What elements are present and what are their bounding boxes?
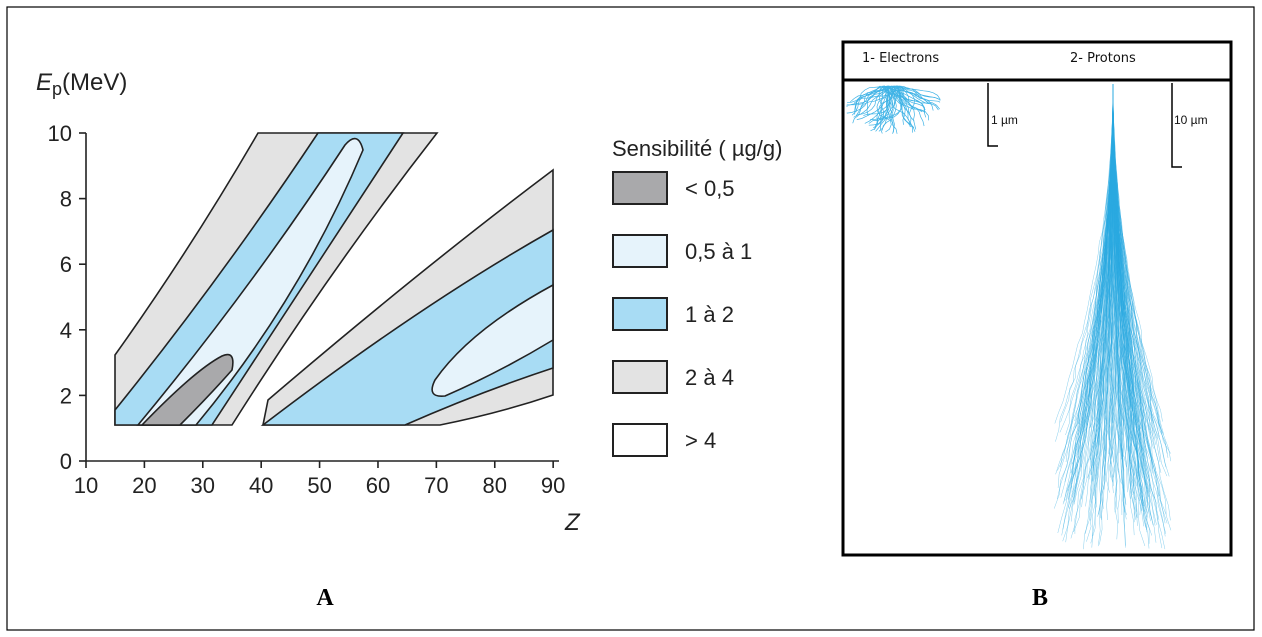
panel-b-frame — [841, 40, 1233, 557]
legend-label: 2 à 4 — [685, 365, 734, 390]
proton-track — [1112, 84, 1117, 513]
electron-track — [882, 85, 915, 122]
electron-track — [893, 85, 934, 111]
legend-label: > 4 — [685, 428, 716, 453]
electron-track — [879, 85, 903, 121]
legend-label: 1 à 2 — [685, 302, 734, 327]
proton-track — [1112, 83, 1126, 546]
proton-track — [1089, 83, 1114, 461]
electron-track — [881, 85, 897, 131]
proton-track — [1112, 84, 1151, 522]
proton-track — [1096, 83, 1114, 456]
proton-track — [1112, 83, 1154, 449]
electron-track — [876, 85, 899, 121]
scale-bar — [987, 83, 998, 147]
legend-label: 0,5 à 1 — [685, 239, 752, 264]
y-label-unit: (MeV) — [62, 69, 127, 96]
electron-track — [885, 85, 895, 133]
panel-b: 1- Electrons 2- Protons 1 µm 10 µm — [841, 40, 1233, 557]
y-label-subscript: p — [52, 79, 62, 99]
y-tick-label: 0 — [60, 449, 72, 474]
x-tick-label: 60 — [366, 473, 390, 498]
x-tick-label: 20 — [132, 473, 156, 498]
legend-swatch — [612, 234, 668, 268]
legend-swatch — [612, 360, 668, 394]
electron-track — [893, 85, 941, 101]
x-tick-label: 10 — [74, 473, 98, 498]
x-tick-label: 40 — [249, 473, 273, 498]
region-05-1 — [431, 283, 554, 397]
electron-track — [870, 85, 883, 132]
x-tick-label: 70 — [424, 473, 448, 498]
electron-track — [853, 85, 890, 118]
y-axis-label: Ep(MeV) — [36, 69, 127, 99]
y-tick-label: 6 — [60, 252, 72, 277]
electron-track — [883, 85, 925, 113]
electron-track — [846, 85, 893, 104]
proton-track — [1071, 84, 1114, 435]
region-lt-05 — [140, 353, 234, 426]
electron-track — [886, 85, 925, 113]
electron-track — [899, 85, 941, 101]
proton-scale-label: 10 µm — [1174, 113, 1208, 127]
proton-track — [1112, 84, 1135, 523]
scale-bar — [1171, 83, 1182, 168]
panel-label: A — [316, 585, 334, 611]
proton-track — [1060, 84, 1114, 423]
x-axis-label: Z — [564, 509, 581, 536]
y-label-symbol: E — [36, 69, 53, 96]
x-tick-label: 50 — [307, 473, 331, 498]
electron-track — [898, 85, 916, 132]
legend-label: < 0,5 — [685, 176, 735, 201]
contour-plot — [114, 132, 554, 426]
y-tick-label: 4 — [60, 318, 72, 343]
electron-track — [897, 85, 925, 127]
legend-swatch — [612, 297, 668, 331]
electron-scale-label: 1 µm — [991, 113, 1018, 127]
electrons-heading: 1- Electrons — [862, 51, 939, 66]
x-tick-label: 80 — [483, 473, 507, 498]
x-tick-label: 90 — [541, 473, 565, 498]
electron-track — [851, 85, 889, 116]
x-tick-label: 30 — [191, 473, 215, 498]
y-tick-label: 8 — [60, 187, 72, 212]
y-tick-label: 2 — [60, 383, 72, 408]
electron-track — [882, 85, 906, 125]
y-tick-label: 10 — [48, 121, 72, 146]
particle-tracks — [846, 83, 1172, 550]
electron-track — [873, 85, 891, 129]
legend-swatch — [612, 171, 668, 205]
electron-track — [846, 85, 886, 108]
proton-track — [1112, 83, 1168, 454]
legend-title: Sensibilité ( µg/g) — [612, 136, 782, 161]
electron-track — [855, 85, 890, 112]
electron-track — [882, 85, 929, 104]
region-05-1 — [136, 137, 364, 426]
panel-label: B — [1032, 585, 1048, 611]
protons-heading: 2- Protons — [1070, 51, 1136, 66]
legend-swatch — [612, 423, 668, 457]
